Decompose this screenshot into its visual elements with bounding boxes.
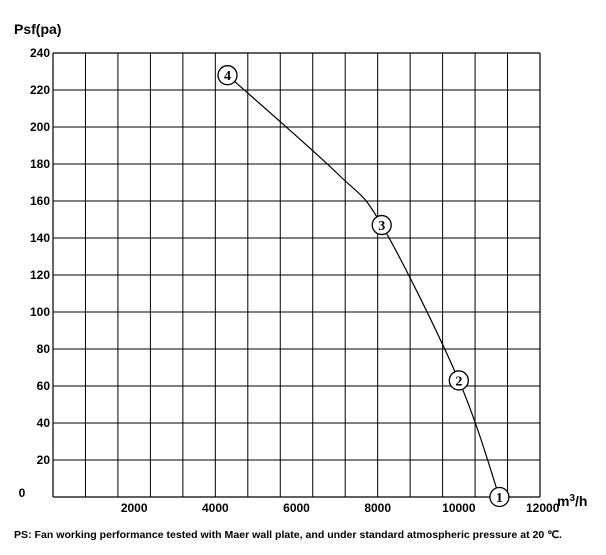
point-marker-2: 2 [448, 370, 469, 391]
x-tick-label: 10000 [442, 501, 476, 515]
x-tick-label: 12000 [526, 501, 560, 515]
x-tick-label: 0 [19, 486, 26, 500]
point-marker-label: 2 [455, 374, 462, 389]
y-tick-labels: 20 40 60 80 100 120 140 160 180 200 220 240 [30, 46, 50, 467]
y-axis-label: Psf(pa) [14, 21, 61, 37]
y-tick-label: 240 [30, 46, 50, 60]
point-marker-circle [217, 65, 238, 86]
point-marker-label: 4 [224, 69, 231, 84]
point-marker-circle [448, 370, 469, 391]
y-tick-label: 60 [37, 379, 51, 393]
y-tick-label: 180 [30, 157, 50, 171]
point-marker-label: 3 [378, 219, 385, 234]
point-marker-circle [489, 486, 510, 508]
y-tick-label: 20 [37, 453, 51, 467]
y-tick-label: 220 [30, 83, 50, 97]
point-marker-label: 1 [496, 491, 503, 506]
x-tick-label: 4000 [202, 501, 229, 515]
x-tick-label: 2000 [121, 501, 148, 515]
y-tick-label: 140 [30, 231, 50, 245]
performance-curve [227, 74, 500, 498]
y-tick-label: 160 [30, 194, 50, 208]
point-marker-4: 4 [217, 65, 238, 86]
x-axis-label-unit: m [557, 493, 569, 509]
x-tick-labels: 0 2000 4000 6000 8000 10000 12000 [19, 486, 560, 515]
y-tick-label: 40 [37, 416, 51, 430]
x-tick-label: 6000 [283, 501, 310, 515]
point-markers: 4 3 2 1 [217, 65, 510, 508]
x-axis-label: m3/h [557, 493, 587, 509]
y-tick-label: 200 [30, 120, 50, 134]
footnote: PS: Fan working performance tested with … [14, 529, 562, 541]
x-axis-label-superscript: 3 [569, 493, 575, 504]
point-marker-3: 3 [371, 214, 392, 236]
point-marker-circle [371, 214, 392, 236]
x-tick-label: 8000 [364, 501, 391, 515]
curve-line [227, 74, 500, 498]
y-tick-label: 80 [37, 342, 51, 356]
point-marker-1: 1 [489, 486, 510, 508]
y-tick-label: 100 [30, 305, 50, 319]
y-tick-label: 120 [30, 268, 50, 282]
chart-grid [52, 52, 541, 498]
x-axis-label-suffix: /h [575, 493, 587, 509]
